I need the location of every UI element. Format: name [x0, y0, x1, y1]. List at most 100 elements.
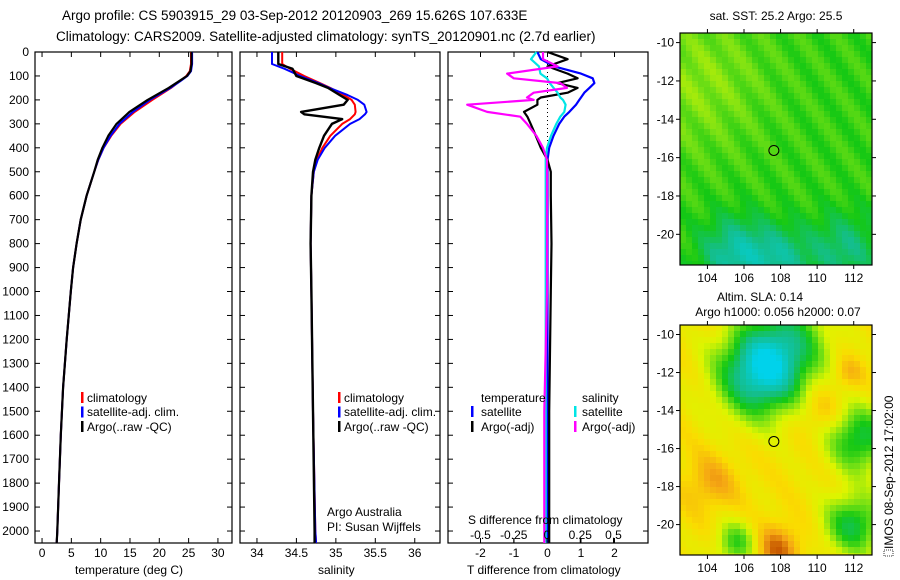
- map-cell: [680, 427, 686, 433]
- map-cell: [788, 249, 794, 255]
- map-cell: [788, 123, 794, 129]
- map-cell: [716, 481, 722, 487]
- map-cell: [758, 379, 764, 385]
- map-cell: [710, 331, 716, 337]
- map-cell: [722, 231, 728, 237]
- map-cell: [704, 93, 710, 99]
- map-cell: [776, 487, 782, 493]
- map-cell: [866, 243, 872, 249]
- map-cell: [740, 349, 746, 355]
- map-cell: [758, 343, 764, 349]
- map-cell: [824, 237, 830, 243]
- map-cell: [776, 553, 782, 555]
- map-cell: [740, 201, 746, 207]
- map-cell: [740, 219, 746, 225]
- map-cell: [740, 159, 746, 165]
- map-cell: [764, 225, 770, 231]
- map-cell: [776, 213, 782, 219]
- map-cell: [866, 445, 872, 451]
- map-cell: [770, 87, 776, 93]
- map-cell: [842, 517, 848, 523]
- map-cell: [752, 153, 758, 159]
- map-cell: [698, 177, 704, 183]
- map-cell: [866, 141, 872, 147]
- map-cell: [854, 51, 860, 57]
- map-cell: [848, 427, 854, 433]
- map-cell: [758, 195, 764, 201]
- map-cell: [860, 93, 866, 99]
- map-cell: [866, 397, 872, 403]
- map-cell: [824, 373, 830, 379]
- map-cell: [698, 385, 704, 391]
- map-cell: [734, 147, 740, 153]
- map-cell: [782, 415, 788, 421]
- map-cell: [758, 493, 764, 499]
- map-cell: [818, 159, 824, 165]
- map-cell: [812, 451, 818, 457]
- map-cell: [800, 535, 806, 541]
- map-cell: [800, 147, 806, 153]
- map-cell: [824, 511, 830, 517]
- map-cell: [866, 391, 872, 397]
- map-cell: [818, 63, 824, 69]
- map-cell: [710, 337, 716, 343]
- map-cell: [716, 231, 722, 237]
- map-cell: [722, 153, 728, 159]
- map-cell: [782, 195, 788, 201]
- map-cell: [782, 237, 788, 243]
- map-cell: [698, 331, 704, 337]
- map-cell: [692, 367, 698, 373]
- map-cell: [776, 433, 782, 439]
- map-cell: [740, 487, 746, 493]
- map-cell: [776, 463, 782, 469]
- map-cell: [686, 99, 692, 105]
- map-cell: [770, 261, 776, 265]
- map-cell: [722, 433, 728, 439]
- map-cell: [782, 75, 788, 81]
- map-frame: [679, 324, 873, 556]
- map-cell: [860, 147, 866, 153]
- map-cell: [812, 33, 818, 39]
- map-cell: [704, 123, 710, 129]
- map-cell: [836, 93, 842, 99]
- map-cell: [692, 481, 698, 487]
- map-cell: [818, 475, 824, 481]
- map-cell: [746, 93, 752, 99]
- map-cell: [836, 505, 842, 511]
- map-cell: [704, 517, 710, 523]
- map-cell: [710, 487, 716, 493]
- map-cell: [860, 189, 866, 195]
- map-cell: [854, 261, 860, 265]
- map-cell: [764, 63, 770, 69]
- map-cell: [806, 45, 812, 51]
- map-cell: [812, 433, 818, 439]
- map-cell: [710, 343, 716, 349]
- map-cell: [848, 111, 854, 117]
- map-cell: [866, 51, 872, 57]
- map-cell: [770, 51, 776, 57]
- map-cell: [782, 469, 788, 475]
- map-cell: [686, 439, 692, 445]
- map-cell: [734, 349, 740, 355]
- map-cell: [788, 385, 794, 391]
- map-cell: [812, 147, 818, 153]
- map-cell: [824, 535, 830, 541]
- map-cell: [824, 183, 830, 189]
- map-cell: [806, 439, 812, 445]
- map-cell: [782, 505, 788, 511]
- map-cell: [758, 213, 764, 219]
- map-cell: [704, 207, 710, 213]
- legend-swatch: [574, 406, 577, 417]
- title-line-2: Climatology: CARS2009. Satellite-adjuste…: [56, 29, 596, 44]
- map-cell: [836, 105, 842, 111]
- map-cell: [710, 99, 716, 105]
- map-cell: [824, 409, 830, 415]
- map-cell: [776, 123, 782, 129]
- map-cell: [728, 445, 734, 451]
- map-cell: [686, 415, 692, 421]
- map-cell: [764, 469, 770, 475]
- map-cell: [716, 225, 722, 231]
- map-cell: [848, 261, 854, 265]
- map-cell: [722, 541, 728, 547]
- map-cell: [836, 337, 842, 343]
